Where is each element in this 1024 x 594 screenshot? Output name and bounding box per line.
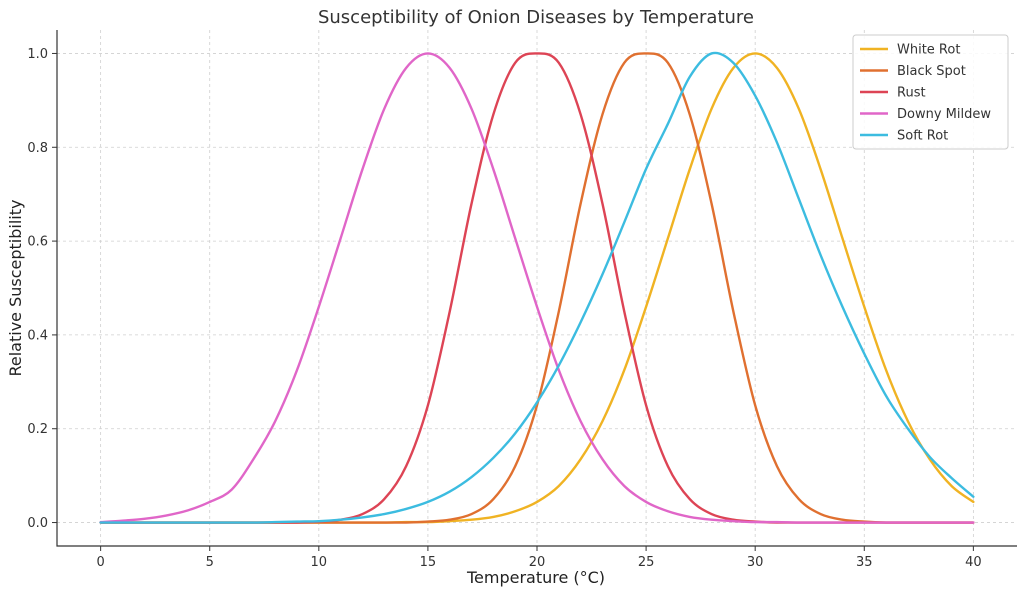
axes — [56, 30, 1017, 547]
legend: White Rot Black Spot Rust Downy Mildew Soft … — [852, 34, 1009, 150]
legend-label-white-rot: White Rot — [897, 43, 960, 58]
legend-label-black-spot: Black Spot — [897, 64, 966, 79]
chart-title: Susceptibility of Onion Diseases by Temp… — [318, 7, 754, 28]
legend-box — [852, 34, 1009, 150]
x-tick-label: 0 — [96, 555, 104, 570]
x-tick-label: 25 — [638, 555, 655, 570]
legend-label-soft-rot: Soft Rot — [897, 129, 948, 144]
y-tick-label: 0.6 — [27, 235, 48, 250]
x-tick-label: 30 — [747, 555, 764, 570]
series-line-downy-mildew — [99, 52, 975, 524]
x-axis-ticks: 0 5 10 15 20 25 30 35 40 — [96, 546, 982, 570]
x-tick-label: 10 — [311, 555, 328, 570]
x-tick-label: 35 — [856, 555, 873, 570]
series-lines — [99, 51, 975, 524]
x-tick-label: 20 — [529, 555, 546, 570]
y-tick-label: 0.2 — [27, 422, 48, 437]
y-tick-label: 0.8 — [27, 141, 48, 156]
x-axis-label: Temperature (°C) — [466, 568, 605, 587]
y-axis-ticks: 0.0 0.2 0.4 0.6 0.8 1.0 — [27, 47, 57, 531]
y-tick-label: 1.0 — [27, 47, 48, 62]
legend-label-rust: Rust — [897, 86, 926, 101]
series-line-soft-rot — [99, 51, 975, 524]
x-tick-label: 5 — [206, 555, 214, 570]
y-tick-label: 0.4 — [27, 328, 48, 343]
y-tick-label: 0.0 — [27, 516, 48, 531]
x-tick-label: 40 — [965, 555, 982, 570]
y-axis-label: Relative Susceptibility — [6, 200, 25, 377]
axis-spines — [56, 30, 1017, 547]
x-tick-label: 15 — [420, 555, 437, 570]
legend-label-downy-mildew: Downy Mildew — [897, 107, 991, 122]
